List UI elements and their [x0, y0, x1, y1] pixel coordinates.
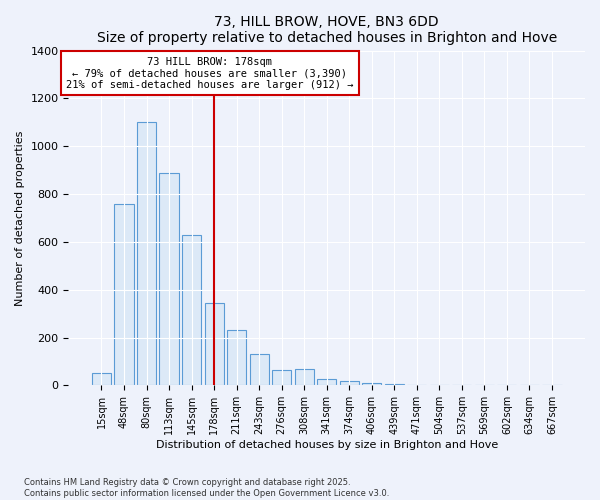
- Bar: [317, 378, 336, 386]
- Bar: [385, 384, 404, 386]
- Bar: [340, 381, 359, 386]
- Title: 73, HILL BROW, HOVE, BN3 6DD
Size of property relative to detached houses in Bri: 73, HILL BROW, HOVE, BN3 6DD Size of pro…: [97, 15, 557, 45]
- Bar: [160, 172, 179, 386]
- X-axis label: Distribution of detached houses by size in Brighton and Hove: Distribution of detached houses by size …: [155, 440, 498, 450]
- Bar: [272, 370, 291, 386]
- Bar: [250, 354, 269, 386]
- Bar: [182, 234, 201, 386]
- Bar: [295, 368, 314, 386]
- Bar: [115, 204, 134, 386]
- Y-axis label: Number of detached properties: Number of detached properties: [15, 130, 25, 306]
- Text: Contains HM Land Registry data © Crown copyright and database right 2025.
Contai: Contains HM Land Registry data © Crown c…: [24, 478, 389, 498]
- Text: 73 HILL BROW: 178sqm
← 79% of detached houses are smaller (3,390)
21% of semi-de: 73 HILL BROW: 178sqm ← 79% of detached h…: [66, 56, 353, 90]
- Bar: [137, 122, 156, 386]
- Bar: [362, 383, 382, 386]
- Bar: [227, 330, 246, 386]
- Bar: [92, 374, 111, 386]
- Bar: [205, 303, 224, 386]
